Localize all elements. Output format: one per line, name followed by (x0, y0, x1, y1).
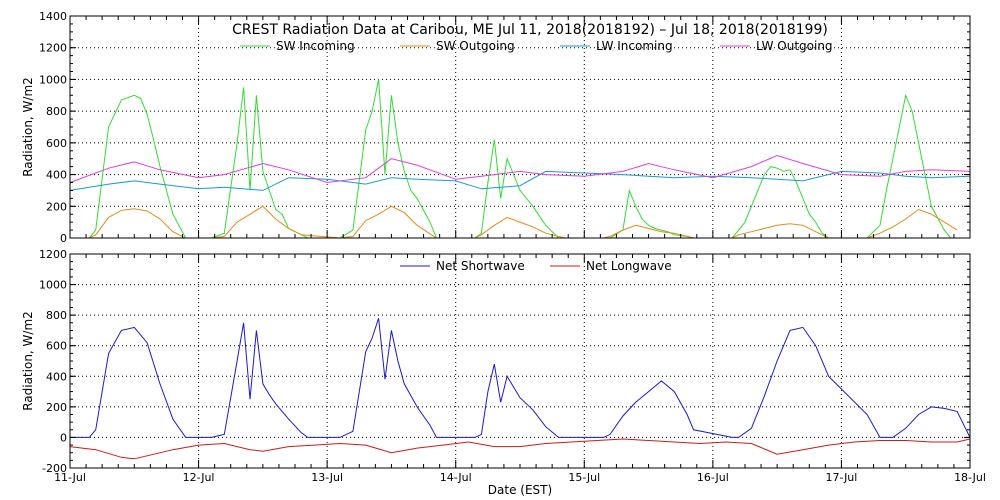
x-tick-label: 15-Jul (568, 471, 600, 484)
legend-label: SW Incoming (276, 39, 355, 53)
y-tick-label: 0 (60, 431, 67, 444)
x-tick-label: 17-Jul (825, 471, 857, 484)
y-tick-label: 1400 (39, 10, 67, 23)
bottom-series-group (69, 318, 971, 460)
series-line-sw-incoming (88, 79, 958, 239)
top-y-axis-label: Radiation, W/m2 (21, 77, 35, 177)
series-line-lw-incoming (69, 170, 971, 191)
top-grid (70, 16, 970, 238)
legend-label: SW Outgoing (436, 39, 515, 53)
y-tick-label: 200 (46, 401, 67, 414)
y-tick-label: 200 (46, 200, 67, 213)
y-tick-label: 1200 (39, 42, 67, 55)
top-legend: SW Incoming SW Outgoing LW Incoming LW Outg… (240, 39, 833, 53)
top-series-group (69, 79, 971, 239)
x-tick-label: 18-Jul (954, 471, 986, 484)
y-tick-label: 1000 (39, 279, 67, 292)
legend-label: LW Outgoing (756, 39, 833, 53)
y-tick-label: -200 (42, 462, 67, 475)
series-line-net-shortwave (70, 318, 971, 438)
y-tick-label: 1200 (39, 248, 67, 261)
legend-label: LW Incoming (596, 39, 673, 53)
x-tick-label: 12-Jul (183, 471, 215, 484)
x-tick-label: 11-Jul (54, 471, 86, 484)
series-line-lw-outgoing (69, 154, 971, 184)
y-tick-label: 600 (46, 340, 67, 353)
x-axis-label: Date (EST) (488, 483, 552, 497)
y-tick-label: 400 (46, 169, 67, 182)
legend-label: Net Shortwave (436, 259, 525, 273)
y-tick-label: 1000 (39, 73, 67, 86)
chart-title: CREST Radiation Data at Caribou, ME Jul … (232, 22, 828, 38)
y-tick-label: 800 (46, 309, 67, 322)
top-panel: 0 200 400 600 800 1000 1200 1400 CREST Radiatio… (21, 10, 971, 245)
bottom-legend: Net Shortwave Net Longwave (400, 259, 672, 273)
top-ticks: 0 200 400 600 800 1000 1200 1400 (39, 10, 971, 245)
y-tick-label: 600 (46, 137, 67, 150)
series-line-net-longwave (69, 438, 971, 460)
y-tick-label: 800 (46, 105, 67, 118)
x-tick-label: 13-Jul (311, 471, 343, 484)
y-tick-label: 400 (46, 370, 67, 383)
bottom-panel: -200 0 200 400 600 800 1000 1200 11-Jul 12-Jul 13-… (21, 248, 986, 497)
legend-label: Net Longwave (586, 259, 672, 273)
x-tick-label: 16-Jul (697, 471, 729, 484)
bottom-y-axis-label: Radiation, W/m2 (21, 311, 35, 411)
x-tick-label: 14-Jul (440, 471, 472, 484)
y-tick-label: 0 (60, 232, 67, 245)
bottom-ticks: -200 0 200 400 600 800 1000 1200 11-Jul 12-Jul 13-… (39, 248, 986, 484)
series-line-sw-outgoing (89, 205, 958, 239)
